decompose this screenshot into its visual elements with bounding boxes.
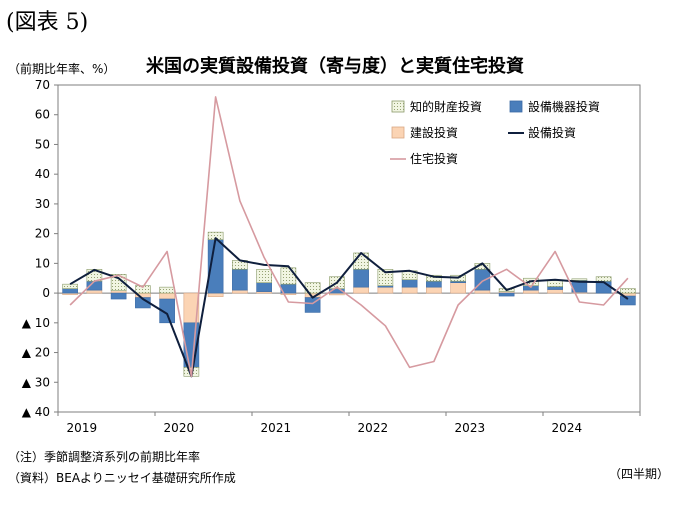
bar-equipment	[232, 269, 248, 291]
legend-label-intellectual: 知的財産投資	[410, 99, 482, 114]
bar-intellectual	[256, 269, 272, 283]
legend-label-equipment: 設備機器投資	[528, 99, 600, 114]
legend-swatch-structures	[391, 126, 405, 139]
x-year-label: 2022	[358, 421, 389, 435]
y-tick-label: 10	[35, 256, 50, 270]
chart-title: 米国の実質設備投資（寄与度）と実質住宅投資	[146, 56, 524, 77]
bar-intellectual	[547, 280, 563, 287]
bar-structures	[353, 286, 369, 294]
bar-structures	[377, 286, 394, 294]
line-business_investment	[69, 237, 629, 378]
bar-equipment	[159, 298, 175, 324]
bar-equipment	[353, 269, 369, 288]
x-year-label: 2023	[455, 421, 486, 435]
bar-structures	[207, 292, 224, 297]
bar-intellectual	[426, 274, 442, 282]
bar-intellectual	[159, 286, 175, 294]
bar-intellectual	[377, 269, 394, 286]
x-year-label: 2019	[67, 421, 98, 435]
bar-equipment	[547, 286, 563, 290]
bar-structures	[86, 289, 103, 294]
bar-equipment	[401, 279, 418, 288]
legend-swatch-intellectual	[391, 100, 405, 113]
y-tick-label: 40	[35, 167, 50, 181]
bar-intellectual	[620, 288, 636, 294]
y-tick-label: ▲ 40	[22, 405, 50, 419]
y-tick-label: ▲ 10	[22, 316, 50, 330]
y-tick-label: 70	[35, 78, 50, 92]
y-tick-label: 60	[35, 108, 50, 122]
unit-label: （前期比年率、%）	[8, 62, 116, 76]
x-year-label: 2020	[164, 421, 195, 435]
note-seasonal: （注）季節調整済系列の前期比年率	[8, 450, 201, 464]
bar-intellectual	[135, 285, 151, 294]
bar-structures	[401, 286, 418, 294]
bar-structures	[110, 290, 127, 294]
bar-equipment	[110, 292, 127, 300]
y-tick-label: 50	[35, 137, 50, 151]
line-residential	[69, 96, 629, 378]
x-year-label: 2024	[552, 421, 583, 435]
bar-intellectual	[595, 276, 612, 282]
bar-structures	[159, 292, 175, 300]
bar-structures	[523, 289, 539, 294]
y-tick-label: 30	[35, 197, 50, 211]
legend-label-residential: 住宅投資	[410, 151, 458, 166]
bar-structures	[474, 289, 491, 294]
bar-intellectual	[110, 274, 127, 292]
legend-swatch-equipment	[509, 100, 523, 113]
bar-equipment	[256, 282, 272, 292]
period-label: （四半期）	[608, 467, 669, 481]
note-source: （資料）BEAよりニッセイ基礎研究所作成	[8, 471, 236, 485]
bar-equipment	[498, 292, 515, 297]
bar-intellectual	[62, 283, 78, 289]
y-tick-label: 0	[42, 286, 50, 300]
y-tick-label: ▲ 30	[22, 375, 50, 389]
bar-structures	[450, 282, 466, 294]
bar-intellectual	[571, 278, 588, 281]
bar-equipment	[426, 280, 442, 288]
legend-label-structures: 建設投資	[410, 125, 458, 140]
y-tick-label: 20	[35, 227, 50, 241]
x-year-label: 2021	[261, 421, 292, 435]
bar-structures	[426, 286, 442, 294]
bar-intellectual	[353, 252, 369, 270]
bar-intellectual	[280, 267, 297, 285]
figure-label: (図表 5)	[6, 10, 89, 35]
bar-equipment	[620, 295, 636, 306]
y-tick-label: ▲ 20	[22, 346, 50, 360]
bar-structures	[547, 289, 563, 294]
bar-structures	[232, 289, 248, 294]
bar-equipment	[62, 288, 78, 294]
legend-label-business_investment: 設備投資	[528, 125, 576, 140]
